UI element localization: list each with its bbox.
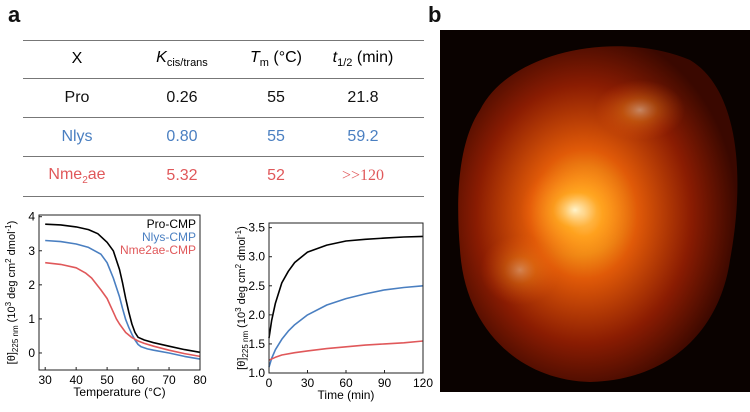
y-axis-label: [θ]225 nm (103 deg cm2 dmol-1) <box>4 221 20 365</box>
series-line-pro-cmp <box>45 223 201 354</box>
y-axis-label: [θ]225 nm (103 deg cm2 dmol-1) <box>234 226 250 370</box>
table-cell: 0.80 <box>166 128 198 145</box>
table-cell: 55 <box>267 128 285 145</box>
table-rule <box>23 117 424 118</box>
tissue-image <box>458 46 738 382</box>
table-header: Tm (°C) <box>249 48 302 70</box>
legend-entry: Pro-CMP <box>147 217 196 231</box>
x-axis-label: Time (min) <box>318 388 375 402</box>
x-tick-label: 30 <box>301 376 315 390</box>
y-tick-label: 2.0 <box>248 308 265 322</box>
x-tick-label: 30 <box>39 373 53 387</box>
table-header: X <box>71 50 83 67</box>
legend-entry: Nme2ae-CMP <box>120 243 196 257</box>
y-tick-label: 1.0 <box>248 366 265 380</box>
series-line-nme2ae-cmp <box>45 261 201 358</box>
table-cell: 52 <box>267 167 285 184</box>
table-header: t1/2 (min) <box>332 48 394 70</box>
table-rule <box>23 78 424 79</box>
thermal-melt-chart: 30 40 50 60 70 80 0 1 2 3 4 Temperature (°C) [θ]225 … <box>4 210 207 399</box>
table-cell: Nme2ae <box>48 165 106 187</box>
fluorescence-image <box>440 30 750 392</box>
x-tick-label: 80 <box>193 373 207 387</box>
y-tick-label: 2.5 <box>248 279 265 293</box>
table-cell: Nlys <box>61 128 93 145</box>
x-tick-label: 70 <box>162 373 176 387</box>
y-tick-label: 2 <box>28 278 35 292</box>
y-tick-label: 4 <box>28 210 35 224</box>
series-line-nlys-cmp <box>268 285 424 368</box>
y-tick-label: 1 <box>28 312 35 326</box>
table-rule <box>23 156 424 157</box>
table-cell: 5.32 <box>166 167 198 184</box>
series-line-nme2ae-cmp <box>268 340 424 361</box>
table-header: Kcis/trans <box>156 48 208 70</box>
x-tick-label: 60 <box>339 376 353 390</box>
x-tick-label: 60 <box>131 373 145 387</box>
y-tick-label: 1.5 <box>248 337 265 351</box>
y-tick-label: 0 <box>28 346 35 360</box>
table-cell: >>120 <box>341 167 385 184</box>
series-line-pro-cmp <box>268 235 424 339</box>
table-cell: 55 <box>267 89 285 106</box>
y-tick-label: 3.0 <box>248 250 265 264</box>
x-tick-label: 90 <box>378 376 392 390</box>
refolding-kinetics-chart: 0 30 60 90 120 1.0 1.5 2.0 2.5 3.0 3.5 Time (min) [θ… <box>234 221 433 402</box>
table-cell: 21.8 <box>347 89 379 106</box>
legend-entry: Nlys-CMP <box>142 230 196 244</box>
x-axis-label: Temperature (°C) <box>73 385 165 399</box>
panel-label-b: b <box>428 2 442 27</box>
series-line-nlys-cmp <box>45 239 201 360</box>
table-cell: 0.26 <box>166 89 198 106</box>
table-cell: 59.2 <box>347 128 379 145</box>
plot-frame <box>38 214 201 371</box>
y-tick-label: 3 <box>28 244 35 258</box>
x-tick-label: 50 <box>100 373 114 387</box>
table-rule <box>23 196 424 197</box>
x-tick-label: 40 <box>69 373 83 387</box>
table-rule <box>23 40 424 41</box>
x-tick-label: 0 <box>266 376 273 390</box>
table-cell: Pro <box>64 89 90 106</box>
x-tick-label: 120 <box>413 376 433 390</box>
panel-label-a: a <box>8 2 21 27</box>
y-tick-label: 3.5 <box>248 221 265 235</box>
